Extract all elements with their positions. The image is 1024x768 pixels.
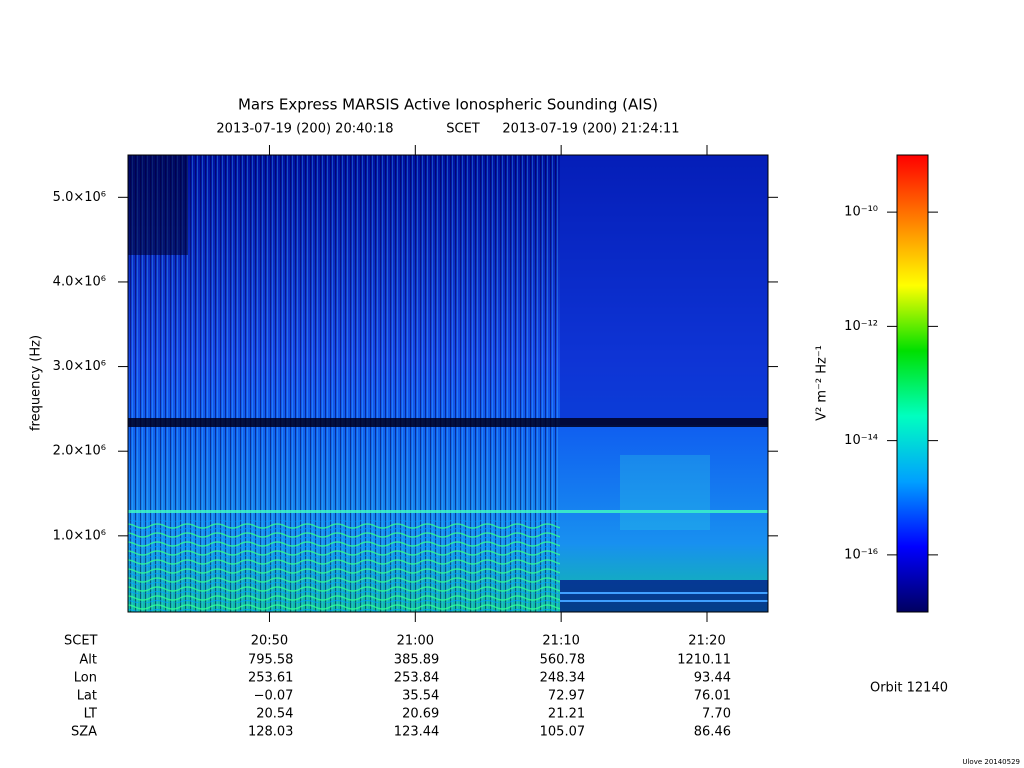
y-tick-label: 4.0×10⁶ bbox=[53, 274, 106, 289]
subtitle-start: 2013-07-19 (200) 20:40:18 bbox=[216, 122, 393, 137]
y-tick-label: 1.0×10⁶ bbox=[53, 528, 106, 543]
ephemeris-value: 35.54 bbox=[402, 689, 439, 704]
credit: Ulove 20140529 bbox=[962, 758, 1020, 766]
subtitle-end: 2013-07-19 (200) 21:24:11 bbox=[502, 122, 679, 137]
ephemeris-value: 248.34 bbox=[540, 671, 586, 686]
ephemeris-value: 253.84 bbox=[394, 671, 440, 686]
subtitle-center: SCET bbox=[446, 122, 480, 137]
ephemeris-value: −0.07 bbox=[254, 689, 294, 704]
colorbar-tick-label: 10⁻¹⁰ bbox=[844, 205, 878, 220]
x-tick-label: 21:00 bbox=[397, 634, 434, 649]
ephemeris-value: 72.97 bbox=[548, 689, 585, 704]
ephemeris-value: 253.61 bbox=[248, 671, 294, 686]
colorbar-tick-label: 10⁻¹² bbox=[844, 319, 878, 334]
ephemeris-row-label: Lon bbox=[74, 671, 97, 686]
colorbar bbox=[896, 154, 929, 613]
y-tick-label: 3.0×10⁶ bbox=[53, 359, 106, 374]
ephemeris-row-label: Lat bbox=[77, 689, 97, 704]
x-tick-label: 21:10 bbox=[542, 634, 579, 649]
ephemeris-value: 76.01 bbox=[694, 689, 731, 704]
x-tick-label: 20:50 bbox=[251, 634, 288, 649]
chart-title: Mars Express MARSIS Active Ionospheric S… bbox=[238, 96, 658, 114]
orbit-label: Orbit 12140 bbox=[870, 681, 948, 696]
ephemeris-row-label: LT bbox=[84, 707, 97, 722]
ephemeris-x-label: SCET bbox=[64, 634, 98, 649]
ephemeris-value: 20.69 bbox=[402, 707, 439, 722]
x-tick-label: 21:20 bbox=[688, 634, 725, 649]
ephemeris-value: 128.03 bbox=[248, 725, 294, 740]
colorbar-tick-label: 10⁻¹⁶ bbox=[844, 547, 878, 562]
ephemeris-value: 795.58 bbox=[248, 653, 294, 668]
ephemeris-value: 7.70 bbox=[702, 707, 731, 722]
ephemeris-value: 93.44 bbox=[694, 671, 731, 686]
ephemeris-value: 20.54 bbox=[256, 707, 293, 722]
spectrogram bbox=[128, 155, 768, 612]
ephemeris-row-label: SZA bbox=[71, 725, 97, 740]
ephemeris-row-label: Alt bbox=[79, 653, 97, 668]
y-tick-label: 5.0×10⁶ bbox=[53, 190, 106, 205]
y-axis-label: frequency (Hz) bbox=[29, 335, 44, 431]
ephemeris-value: 123.44 bbox=[394, 725, 440, 740]
ephemeris-value: 560.78 bbox=[540, 653, 586, 668]
colorbar-label: V² m⁻² Hz⁻¹ bbox=[815, 345, 830, 421]
ephemeris-value: 105.07 bbox=[540, 725, 586, 740]
ephemeris-value: 385.89 bbox=[394, 653, 440, 668]
plot-frame bbox=[127, 154, 769, 613]
colorbar-tick-label: 10⁻¹⁴ bbox=[844, 433, 878, 448]
y-tick-label: 2.0×10⁶ bbox=[53, 444, 106, 459]
ephemeris-value: 21.21 bbox=[548, 707, 585, 722]
ephemeris-value: 86.46 bbox=[694, 725, 731, 740]
ephemeris-value: 1210.11 bbox=[677, 653, 731, 668]
